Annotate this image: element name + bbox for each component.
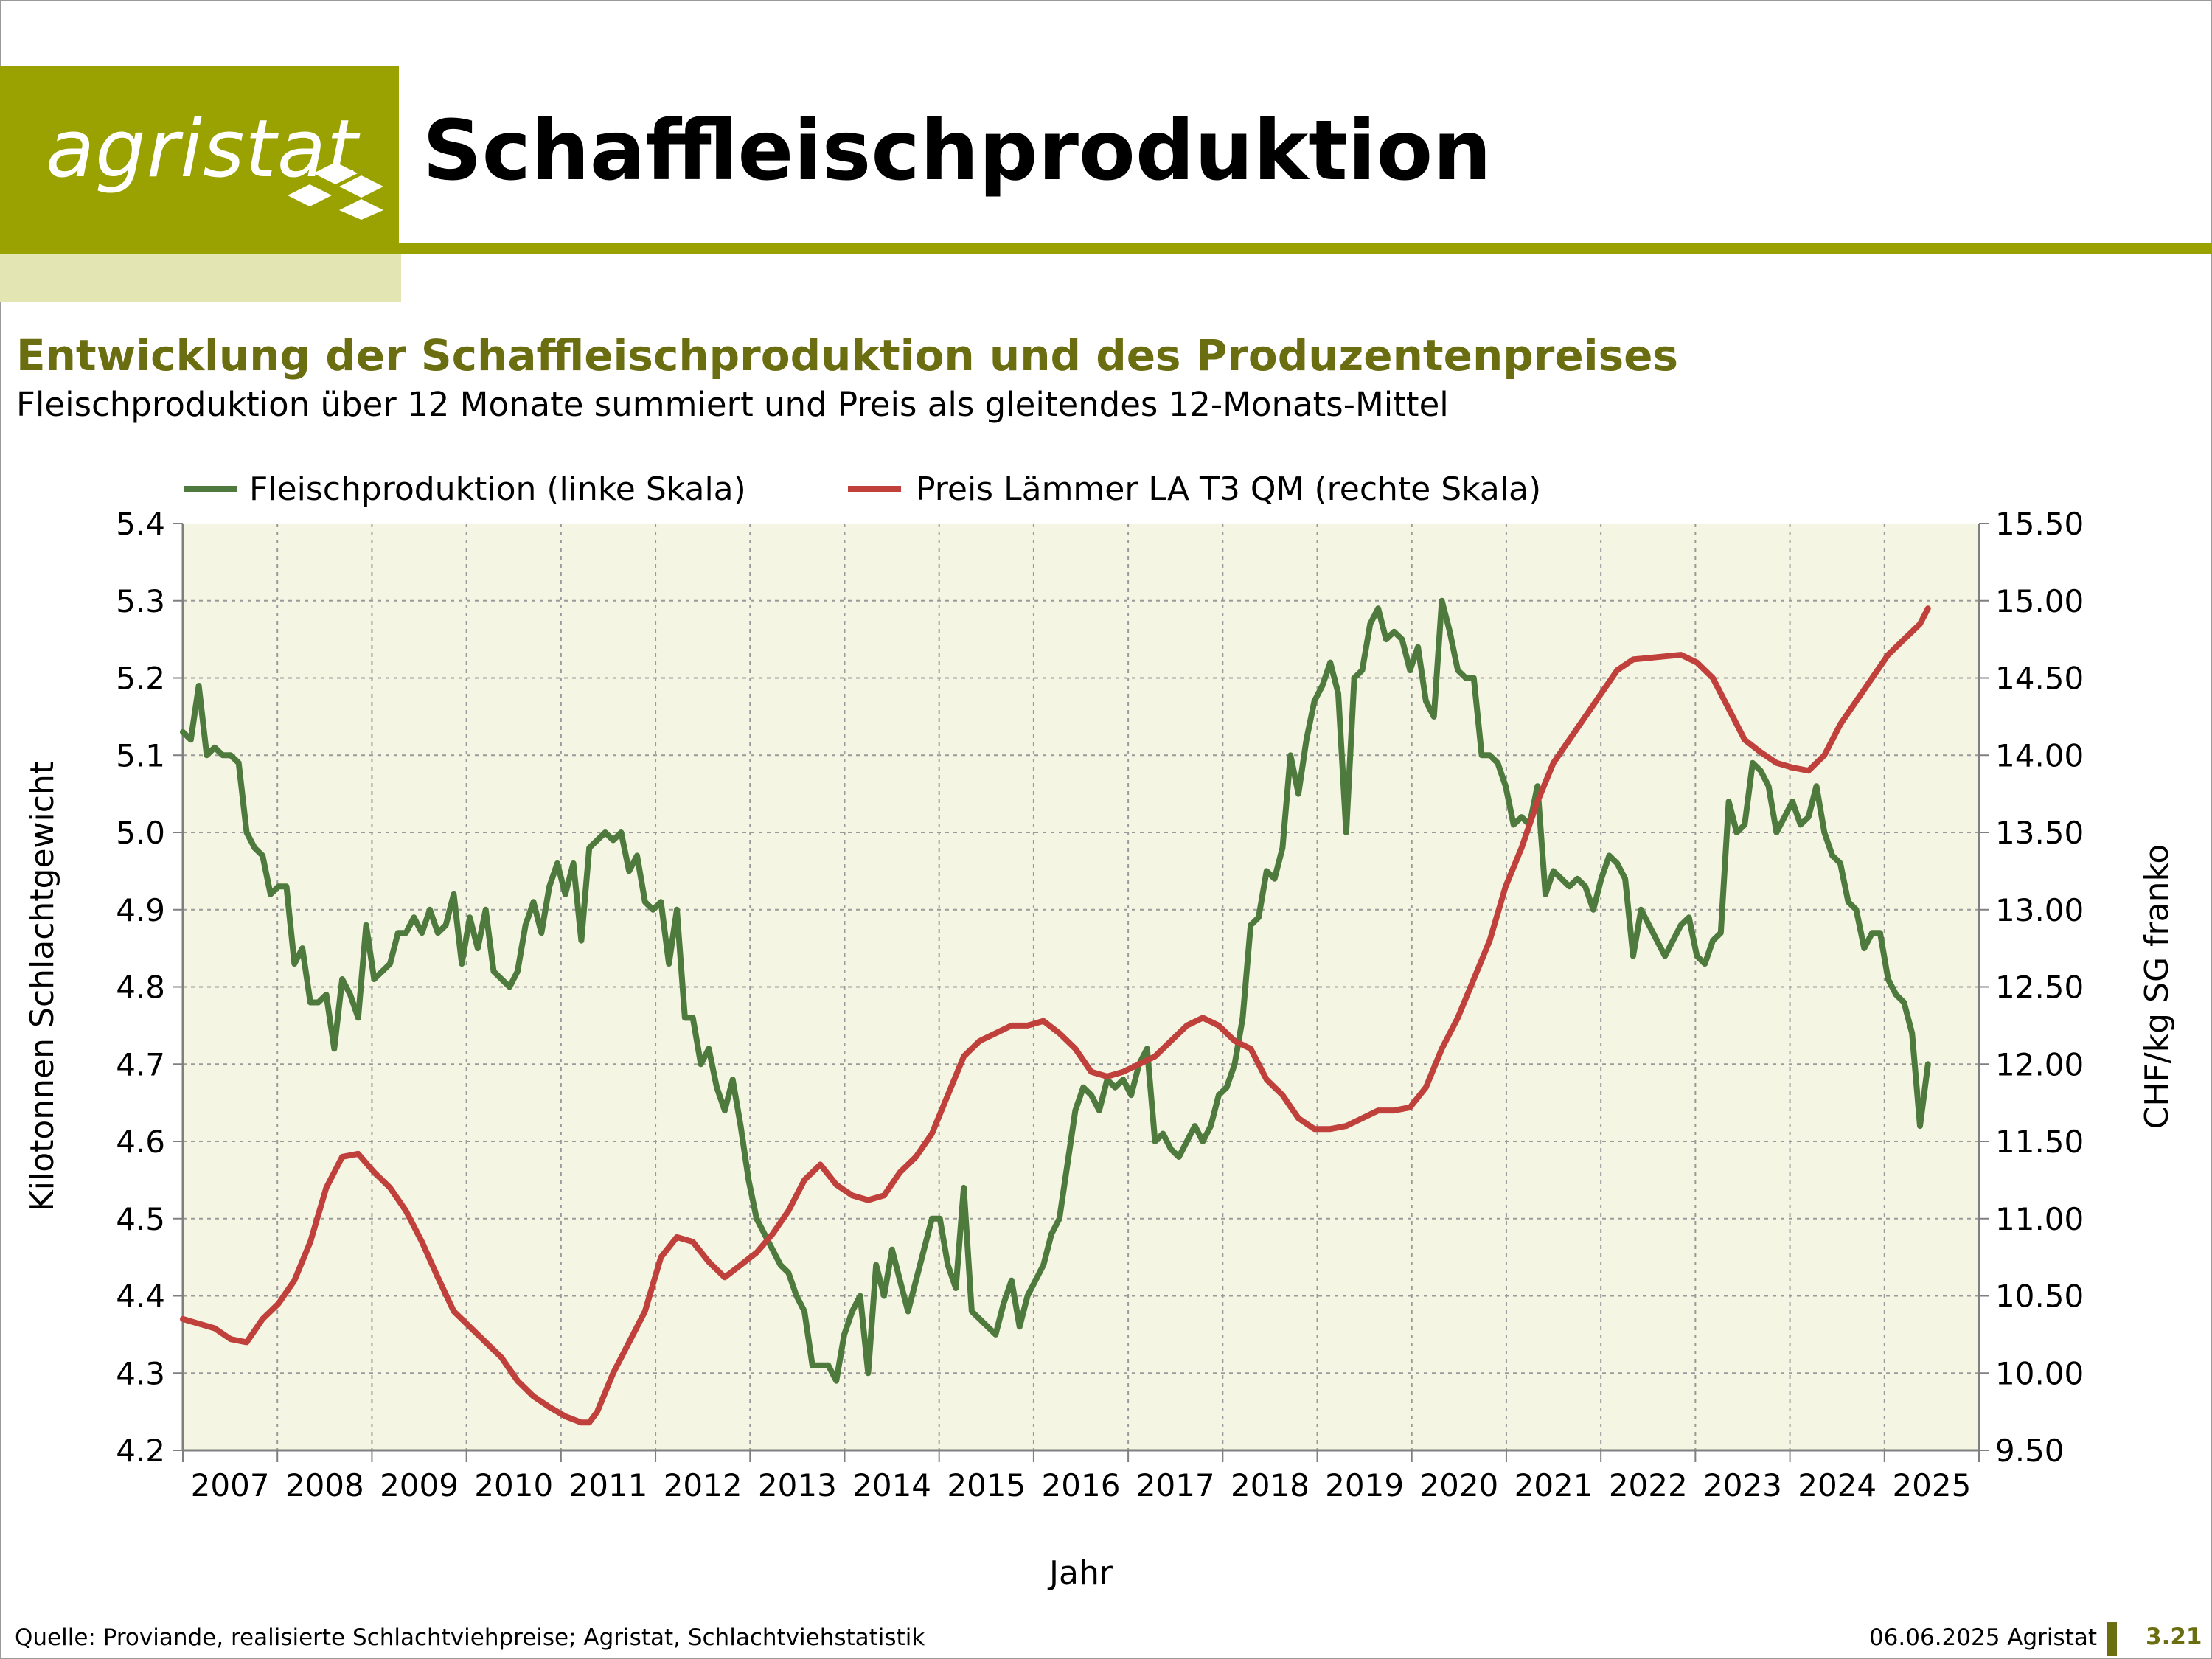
y2-tick-label: 12.50	[1995, 970, 2084, 1006]
y2-tick-label: 9.50	[1995, 1433, 2065, 1469]
y2-tick-label: 14.50	[1995, 661, 2084, 697]
series-line-production	[180, 597, 1931, 1384]
y2-axis-title: CHF/kg SG franko	[2138, 844, 2176, 1130]
y-tick-label: 4.5	[116, 1201, 165, 1237]
series-line-price	[180, 605, 1931, 1426]
header-bar	[399, 243, 2212, 254]
y2-tick-label: 13.50	[1995, 815, 2084, 851]
y2-tick-label: 13.00	[1995, 892, 2084, 928]
x-tick-label: 2016	[1042, 1467, 1121, 1503]
x-tick-label: 2023	[1703, 1467, 1782, 1503]
chart-subtitle: Fleischproduktion über 12 Monate summier…	[16, 385, 1449, 424]
y-tick-label: 4.9	[116, 892, 165, 928]
y2-tick-label: 10.00	[1995, 1355, 2084, 1391]
legend-label-production: Fleischproduktion (linke Skala)	[249, 470, 746, 508]
y-tick-label: 4.8	[116, 970, 165, 1006]
y-tick-label: 5.4	[116, 506, 165, 542]
y2-tick-label: 10.50	[1995, 1279, 2084, 1315]
y-tick-label: 4.4	[116, 1279, 165, 1315]
y-tick-label: 5.2	[116, 661, 165, 697]
y-tick-label: 4.3	[116, 1355, 165, 1391]
x-tick-label: 2015	[947, 1467, 1026, 1503]
y2-tick-label: 11.50	[1995, 1124, 2084, 1160]
y-tick-label: 4.2	[116, 1433, 165, 1469]
page-number: 3.21	[2146, 1624, 2202, 1650]
y-tick-label: 5.3	[116, 583, 165, 619]
tick-labels: 4.2 4.3 4.4 4.5 4.6 4.7 4.8 4.9 5.0 5.1 5.2 5.3 5.4 9…	[116, 506, 2084, 1503]
x-tick-label: 2008	[285, 1467, 364, 1503]
x-tick-label: 2014	[852, 1467, 931, 1503]
y-tick-label: 5.0	[116, 815, 165, 851]
legend: Fleischproduktion (linke Skala) Preis Lä…	[184, 470, 1541, 508]
logo-shade	[0, 254, 401, 302]
logo-text: agristat	[46, 103, 359, 195]
series-layer	[180, 597, 1931, 1426]
x-tick-label: 2017	[1136, 1467, 1215, 1503]
x-tick-label: 2020	[1419, 1467, 1498, 1503]
y-tick-label: 4.7	[116, 1046, 165, 1082]
agristat-logo-mark-icon	[288, 162, 383, 220]
x-tick-label: 2021	[1514, 1467, 1593, 1503]
x-tick-label: 2013	[758, 1467, 837, 1503]
footer-divider	[2107, 1622, 2117, 1656]
footer-date: 06.06.2025 Agristat	[1868, 1624, 2097, 1651]
x-tick-label: 2009	[380, 1467, 459, 1503]
y-axis-title: Kilotonnen Schlachtgewicht	[24, 762, 61, 1211]
x-tick-label: 2022	[1609, 1467, 1688, 1503]
plot-area	[183, 524, 1979, 1450]
x-tick-label: 2019	[1325, 1467, 1404, 1503]
legend-label-price: Preis Lämmer LA T3 QM (rechte Skala)	[916, 470, 1541, 508]
y2-tick-label: 14.00	[1995, 737, 2084, 773]
x-tick-label: 2007	[191, 1467, 270, 1503]
footer-source: Quelle: Proviande, realisierte Schlachtv…	[15, 1624, 925, 1651]
x-tick-label: 2018	[1231, 1467, 1310, 1503]
y-tick-label: 4.6	[116, 1124, 165, 1160]
y2-tick-label: 15.50	[1995, 506, 2084, 542]
x-tick-label: 2010	[474, 1467, 553, 1503]
y2-tick-label: 15.00	[1995, 583, 2084, 619]
x-tick-label: 2012	[664, 1467, 742, 1503]
y2-tick-label: 12.00	[1995, 1046, 2084, 1082]
page-title: Schaffleischproduktion	[422, 103, 1492, 199]
x-tick-label: 2024	[1798, 1467, 1877, 1503]
x-axis-title: Jahr	[1047, 1554, 1113, 1592]
y-tick-label: 5.1	[116, 737, 165, 773]
x-tick-label: 2011	[569, 1467, 648, 1503]
x-tick-label: 2025	[1892, 1467, 1971, 1503]
chart-title: Entwicklung der Schaffleischproduktion u…	[16, 330, 1678, 380]
grid-lines	[183, 524, 1979, 1450]
y2-tick-label: 11.00	[1995, 1201, 2084, 1237]
axes	[173, 523, 1989, 1462]
agristat-logo	[0, 66, 399, 254]
